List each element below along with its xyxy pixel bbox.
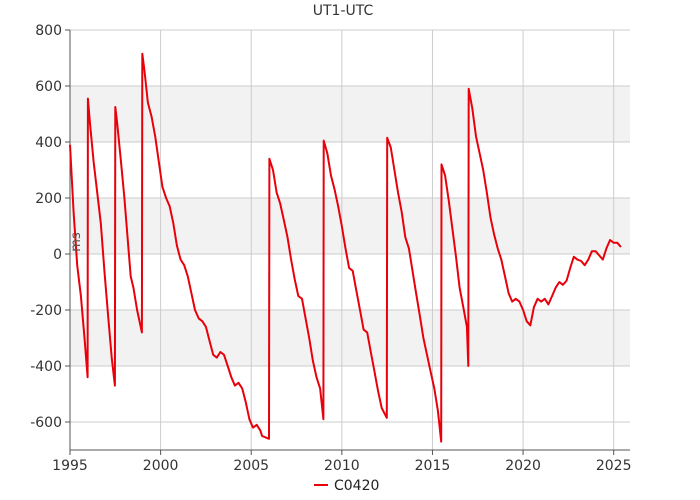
plot-background-bands <box>70 86 630 366</box>
x-tick-label: 2000 <box>143 458 179 474</box>
background-band <box>70 86 630 142</box>
series-lines <box>69 52 622 443</box>
series-line-c0420 <box>69 52 622 443</box>
x-tick-labels: 1995 2000 2005 2010 2015 2020 2025 <box>52 458 631 474</box>
x-tick-label: 2025 <box>596 458 632 474</box>
y-tick-label: -200 <box>30 303 62 319</box>
y-axis-label: ms <box>69 232 84 252</box>
y-tick-label: 0 <box>53 247 62 263</box>
x-tick-label: 1995 <box>52 458 88 474</box>
background-band <box>70 198 630 254</box>
x-tick-label: 2015 <box>415 458 451 474</box>
y-tick-label: -600 <box>30 415 62 431</box>
y-tick-label: 200 <box>35 191 62 207</box>
y-tick-labels: -600 -400 -200 0 200 400 600 800 <box>30 23 62 431</box>
legend: C0420 <box>314 478 379 494</box>
background-band <box>70 310 630 366</box>
x-tick-label: 2005 <box>233 458 269 474</box>
x-tick-label: 2010 <box>324 458 360 474</box>
y-tick-label: -400 <box>30 359 62 375</box>
legend-label: C0420 <box>334 478 379 494</box>
x-tick-label: 2020 <box>505 458 541 474</box>
axes <box>65 29 630 455</box>
chart-title: UT1-UTC <box>313 3 374 19</box>
y-tick-label: 600 <box>35 79 62 95</box>
y-tick-label: 400 <box>35 135 62 151</box>
y-tick-label: 800 <box>35 23 62 39</box>
